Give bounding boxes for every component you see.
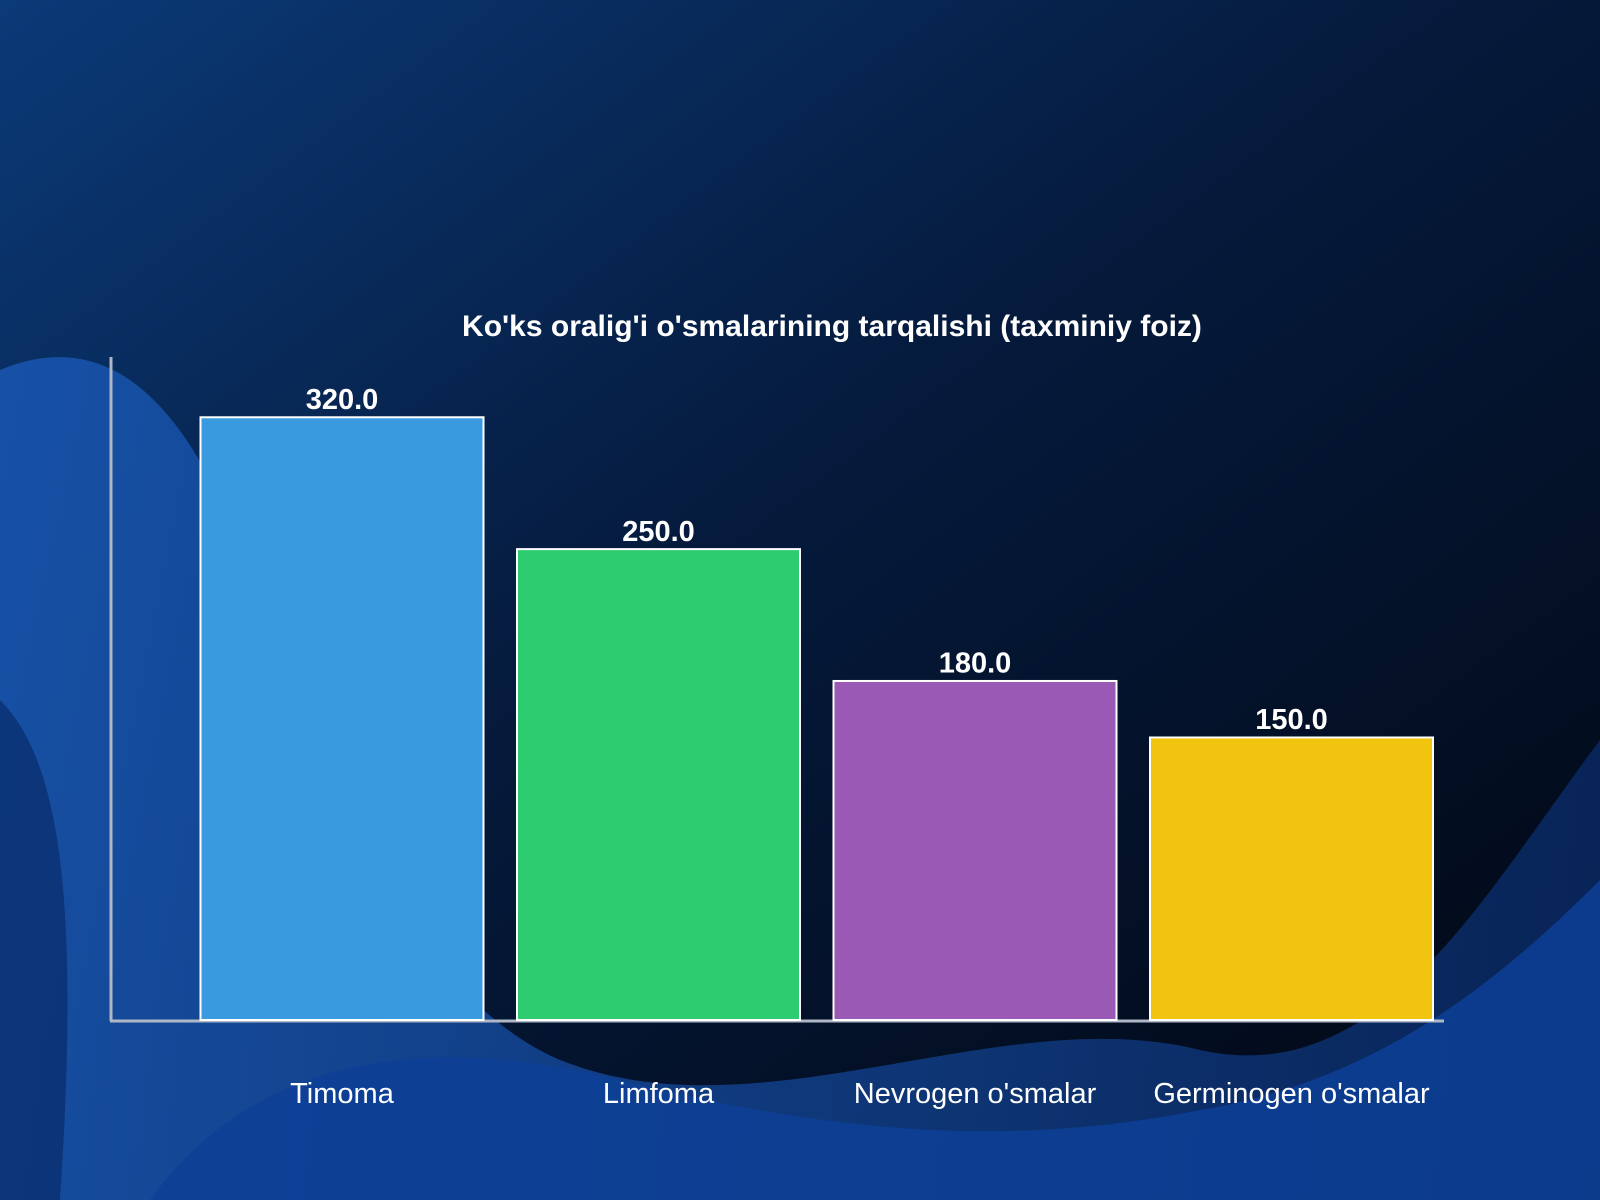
value-label: 150.0	[1255, 704, 1328, 736]
value-label: 320.0	[306, 384, 379, 416]
x-tick-label: Nevrogen o'smalar	[853, 1078, 1097, 1110]
wave	[150, 880, 1600, 1200]
x-tick-label: Germinogen o'smalar	[1153, 1078, 1430, 1110]
bar	[516, 548, 801, 1021]
value-label: 180.0	[939, 648, 1012, 680]
wave	[0, 700, 68, 1200]
x-tick-label: Timoma	[290, 1078, 394, 1110]
chart-title: Ko'ks oralig'i o'smalarining tarqalishi …	[462, 310, 1202, 343]
bar	[1149, 736, 1434, 1022]
bar	[199, 416, 485, 1022]
bar	[832, 679, 1118, 1021]
value-label: 250.0	[622, 516, 695, 548]
x-tick-label: Limfoma	[602, 1078, 715, 1110]
